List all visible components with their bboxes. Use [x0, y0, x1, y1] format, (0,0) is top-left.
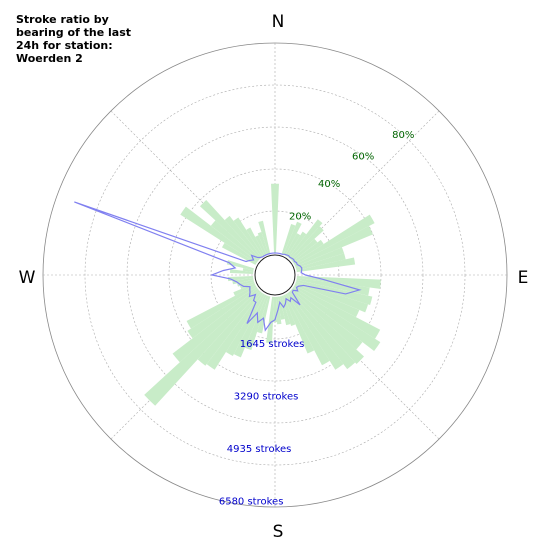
ratio-bar: [246, 227, 265, 257]
compass-label-e: E: [518, 268, 529, 288]
ratio-bar: [225, 293, 265, 356]
ratio-bar: [221, 242, 257, 265]
grid-spoke: [290, 290, 440, 440]
ratio-bar: [291, 288, 363, 350]
ratio-bar: [295, 253, 346, 271]
ratio-bar: [296, 257, 356, 273]
compass-label-n: N: [272, 12, 285, 32]
grid-spoke: [110, 110, 260, 260]
ratio-bar: [285, 293, 330, 366]
ratio-bar: [294, 226, 373, 267]
ratio-bar: [292, 239, 324, 264]
ratio-bar: [255, 235, 267, 256]
ratio-bar: [187, 286, 258, 339]
ratio-bar: [227, 275, 254, 282]
count-ring-label: 1645 strokes: [240, 339, 305, 350]
ratio-bar: [286, 292, 344, 370]
count-ring-labels: 1645 strokes 3290 strokes 4935 strokes 6580…: [219, 339, 304, 508]
ratio-ring-label: 20%: [289, 212, 311, 223]
ratio-bar: [293, 285, 381, 339]
ratio-bar: [229, 269, 254, 275]
ratio-bar: [257, 231, 269, 255]
ratio-bar: [224, 215, 262, 259]
ratio-bar: [206, 292, 264, 370]
chart-title: Stroke ratio by bearing of the last 24h …: [16, 13, 132, 65]
ratio-bar: [144, 289, 261, 406]
ratio-bar: [242, 267, 254, 273]
ratio-bar: [233, 217, 264, 258]
ratio-bar: [258, 220, 271, 255]
ratio-bar: [295, 247, 345, 269]
ratio-bar: [226, 260, 255, 271]
ratio-ring-label: 80%: [392, 130, 414, 141]
ratio-bar: [289, 226, 324, 261]
count-ring-label: 4935 strokes: [227, 444, 292, 455]
ratio-bar: [186, 285, 257, 329]
ratio-bar: [296, 275, 381, 289]
ratio-bar: [288, 291, 356, 370]
ratio-bar: [275, 296, 282, 325]
ratio-bar: [283, 221, 302, 256]
ratio-ring-label: 60%: [352, 151, 374, 162]
ratio-bar: [292, 286, 381, 352]
compass-label-s: S: [273, 522, 284, 542]
ratio-bar: [271, 183, 279, 254]
ratio-bar: [293, 214, 375, 265]
ratio-bar: [288, 219, 323, 259]
ratio-bar: [239, 281, 255, 290]
ratio-bar: [180, 206, 258, 264]
ratio-bar: [172, 288, 259, 363]
center-hole: [254, 254, 296, 296]
ratio-bar: [257, 295, 271, 334]
ratio-bar: [294, 283, 360, 318]
ratio-bar: [289, 289, 364, 364]
ratio-bar: [197, 291, 262, 366]
grid-spoke: [290, 110, 440, 260]
count-ring-label: 3290 strokes: [234, 391, 299, 402]
count-ring-label: 6580 strokes: [219, 497, 284, 508]
ratio-bar: [295, 279, 373, 305]
ratio-ring-labels: 20% 40% 60% 80%: [289, 130, 414, 223]
ratio-bar: [233, 294, 267, 358]
ratio-bar: [199, 199, 261, 261]
ratio-bar: [296, 277, 370, 296]
ratio-bar: [281, 223, 296, 255]
ratio-bar: [291, 238, 318, 262]
ratio-ring-label: 40%: [318, 179, 340, 190]
compass-labels: N E S W: [19, 12, 529, 542]
ratio-bar: [244, 295, 269, 351]
ratio-bar: [286, 231, 307, 258]
ratio-bar: [266, 296, 275, 344]
ratio-bar: [279, 295, 291, 326]
compass-label-w: W: [19, 268, 36, 288]
ratio-bar: [283, 294, 315, 354]
ratio-bar: [285, 233, 301, 257]
ratio-bars: [144, 183, 381, 406]
stroke-count-line: [74, 201, 362, 332]
ratio-bar: [210, 220, 259, 262]
ratio-bar: [295, 281, 369, 313]
